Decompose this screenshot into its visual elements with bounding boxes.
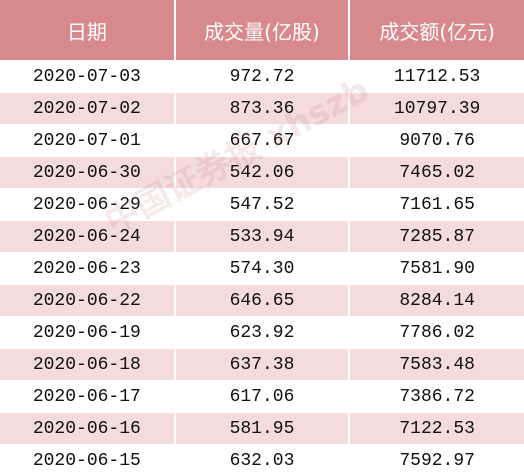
table-cell: 547.52 [175,189,350,221]
table-cell: 542.06 [175,157,350,189]
table-cell: 7386.72 [349,381,524,413]
table-cell: 581.95 [175,413,350,445]
table-cell: 2020-06-22 [0,285,175,317]
table-cell: 7786.02 [349,317,524,349]
table-cell: 533.94 [175,221,350,253]
table-cell: 637.38 [175,349,350,381]
table-cell: 7285.87 [349,221,524,253]
table-cell: 10797.39 [349,93,524,125]
table-cell: 7583.48 [349,349,524,381]
header-row: 日期成交量(亿股)成交额(亿元) [0,0,524,61]
table-cell: 2020-06-24 [0,221,175,253]
table-cell: 632.03 [175,445,350,476]
page: {"table": { "header": ["日期", "成交量(亿股)", … [0,0,524,464]
table-cell: 2020-06-18 [0,349,175,381]
table-cell: 2020-06-23 [0,253,175,285]
table-cell: 873.36 [175,93,350,125]
table-cell: 2020-07-03 [0,61,175,93]
table-cell: 8284.14 [349,285,524,317]
table-cell: 2020-07-02 [0,93,175,125]
table-cell: 7161.65 [349,189,524,221]
table-cell: 646.65 [175,285,350,317]
table-cell: 7122.53 [349,413,524,445]
table-cell: 7581.90 [349,253,524,285]
table-cell: 2020-06-19 [0,317,175,349]
table-cell: 9070.76 [349,125,524,157]
table-cell: 574.30 [175,253,350,285]
table-cell: 623.92 [175,317,350,349]
table-cell: 11712.53 [349,61,524,93]
column-header: 成交量(亿股) [175,0,350,61]
table-cell: 2020-06-30 [0,157,175,189]
table-cell: 2020-06-29 [0,189,175,221]
table-cell: 972.72 [175,61,350,93]
table-cell: 2020-06-16 [0,413,175,445]
table-cell: 7592.97 [349,445,524,476]
table-cell: 7465.02 [349,157,524,189]
table-cell: 617.06 [175,381,350,413]
column-header: 日期 [0,0,175,61]
table-cell: 2020-06-17 [0,381,175,413]
table-cell: 2020-06-15 [0,445,175,476]
column-header: 成交额(亿元) [349,0,524,61]
table-cell: 667.67 [175,125,350,157]
table-cell: 2020-07-01 [0,125,175,157]
